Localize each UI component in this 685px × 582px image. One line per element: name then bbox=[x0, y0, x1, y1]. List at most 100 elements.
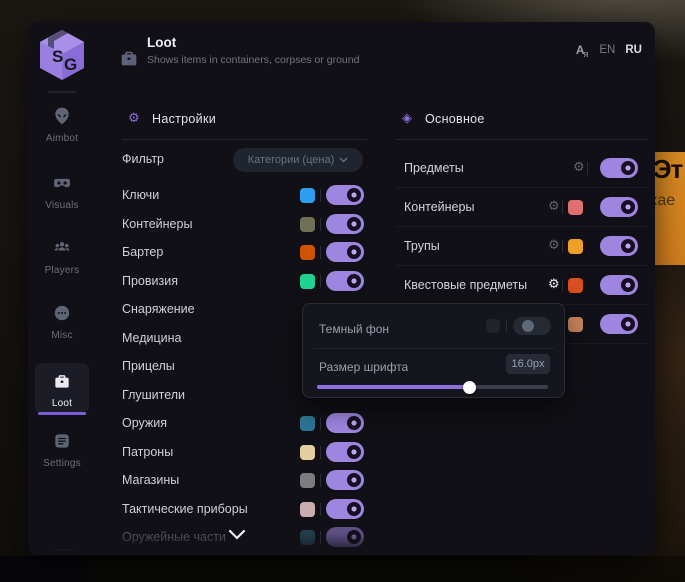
toggle-on[interactable] bbox=[326, 498, 364, 519]
sidebar-item-loot[interactable]: Loot bbox=[35, 363, 89, 415]
color-swatch[interactable] bbox=[300, 416, 315, 431]
font-size-slider[interactable] bbox=[317, 380, 548, 394]
gear-icon[interactable]: ⚙ bbox=[573, 160, 585, 175]
briefcase-icon bbox=[35, 371, 89, 393]
sidebar-item-visuals[interactable]: Visuals bbox=[35, 173, 89, 219]
sidebar-item-settings[interactable]: Settings bbox=[35, 431, 89, 477]
row-label: Снаряжение bbox=[122, 302, 195, 316]
gear-icon[interactable]: ⚙ bbox=[548, 277, 560, 292]
row-label: Патроны bbox=[122, 444, 174, 459]
alien-icon bbox=[35, 106, 89, 128]
toggle-on[interactable] bbox=[600, 314, 638, 334]
gear-icon[interactable]: ⚙ bbox=[548, 199, 560, 214]
font-size-value: 16.0px bbox=[506, 354, 550, 374]
color-swatch[interactable] bbox=[300, 444, 315, 460]
loot-filter-row: Тактические приборы bbox=[122, 496, 367, 524]
color-swatch[interactable] bbox=[568, 317, 583, 332]
filter-dropdown[interactable]: Категории (цена) bbox=[233, 148, 363, 172]
expand-chevron-icon[interactable] bbox=[228, 527, 246, 545]
toggle-on[interactable] bbox=[326, 470, 364, 490]
loot-filter-row: Бартер bbox=[122, 239, 367, 267]
dark-bg-label: Темный фон bbox=[319, 322, 390, 336]
separator bbox=[320, 445, 321, 459]
toggle-on[interactable] bbox=[600, 158, 638, 178]
main-option-row: Квестовые предметы ⚙ bbox=[396, 266, 648, 305]
color-swatch[interactable] bbox=[300, 501, 315, 517]
row-label: Оружия bbox=[122, 416, 168, 430]
vr-icon bbox=[35, 173, 89, 195]
slider-fill bbox=[317, 385, 470, 389]
row-label: Прицелы bbox=[122, 359, 175, 373]
main-option-row: Трупы ⚙ bbox=[396, 227, 648, 266]
color-swatch[interactable] bbox=[300, 216, 315, 232]
toggle-on[interactable] bbox=[600, 275, 638, 295]
color-swatch[interactable] bbox=[568, 278, 583, 293]
background-box bbox=[0, 556, 86, 582]
row-label: Магазины bbox=[122, 473, 180, 487]
row-label: Бартер bbox=[122, 245, 164, 259]
sidebar-item-aimbot[interactable]: Aimbot bbox=[35, 106, 89, 152]
toggle-on[interactable] bbox=[600, 197, 638, 217]
svg-text:G: G bbox=[64, 55, 77, 74]
gear-icon[interactable]: ⚙ bbox=[548, 238, 560, 253]
translate-icon: Aя bbox=[575, 43, 589, 59]
color-swatch[interactable] bbox=[300, 473, 315, 488]
row-label: Предметы bbox=[404, 161, 464, 175]
page-subtitle: Shows items in containers, corpses or gr… bbox=[147, 54, 360, 66]
sidebar-item-players[interactable]: Players bbox=[35, 238, 89, 284]
section-divider bbox=[396, 139, 648, 140]
sidebar-divider bbox=[52, 549, 76, 551]
main-option-row: Предметы ⚙ bbox=[396, 149, 648, 188]
loot-filter-row: Оружия bbox=[122, 410, 367, 438]
toggle-on[interactable] bbox=[326, 270, 364, 291]
cheat-menu-panel: S G Aimbot Visuals Players Misc Loot Settings… bbox=[28, 22, 655, 555]
toggle-on[interactable] bbox=[600, 236, 638, 256]
display-settings-popup: Темный фон Размер шрифта 16.0px bbox=[302, 303, 565, 398]
color-swatch[interactable] bbox=[300, 188, 315, 203]
banner-text: кае bbox=[650, 192, 676, 209]
loot-filter-row: Медицина bbox=[122, 325, 367, 353]
sidebar-item-label: Loot bbox=[51, 398, 73, 409]
loot-filter-row: Контейнеры bbox=[122, 211, 367, 239]
toggle-on[interactable] bbox=[326, 185, 364, 205]
separator bbox=[562, 279, 563, 292]
color-swatch[interactable] bbox=[300, 245, 315, 260]
row-label: Провизия bbox=[122, 273, 178, 288]
row-label: Контейнеры bbox=[122, 216, 193, 231]
players-icon bbox=[35, 238, 89, 260]
separator bbox=[320, 531, 321, 544]
sidebar-item-label: Aimbot bbox=[45, 133, 79, 144]
toggle-on[interactable] bbox=[326, 527, 364, 547]
separator bbox=[320, 502, 321, 516]
dark-bg-color-swatch[interactable] bbox=[486, 319, 500, 333]
sidebar: S G Aimbot Visuals Players Misc Loot Settings bbox=[28, 22, 96, 555]
sidebar-item-label: Settings bbox=[43, 458, 81, 469]
toggle-on[interactable] bbox=[326, 441, 364, 462]
sidebar-item-misc[interactable]: Misc bbox=[35, 303, 89, 349]
separator bbox=[587, 162, 588, 175]
lang-ru-button[interactable]: RU bbox=[625, 44, 642, 56]
toggle-on[interactable] bbox=[326, 413, 364, 433]
row-label: Контейнеры bbox=[404, 200, 475, 214]
dark-bg-toggle[interactable] bbox=[513, 317, 551, 335]
loot-filter-row: Патроны bbox=[122, 439, 367, 467]
active-indicator bbox=[38, 412, 86, 415]
filter-label: Фильтр bbox=[122, 152, 164, 166]
background-shade bbox=[0, 556, 685, 582]
color-swatch[interactable] bbox=[568, 200, 583, 215]
toggle-on[interactable] bbox=[326, 213, 364, 234]
separator bbox=[320, 217, 321, 231]
toggle-on[interactable] bbox=[326, 242, 364, 262]
color-swatch[interactable] bbox=[300, 530, 315, 545]
row-label: Оружейные части bbox=[122, 530, 226, 544]
separator bbox=[562, 240, 563, 253]
game-banner: Эт кае bbox=[650, 152, 685, 265]
sidebar-divider bbox=[48, 91, 76, 93]
color-swatch[interactable] bbox=[568, 239, 583, 254]
color-swatch[interactable] bbox=[300, 273, 315, 289]
slider-knob[interactable] bbox=[463, 380, 477, 394]
briefcase-icon bbox=[118, 47, 140, 74]
lang-en-button[interactable]: EN bbox=[599, 44, 616, 56]
separator bbox=[320, 474, 321, 487]
